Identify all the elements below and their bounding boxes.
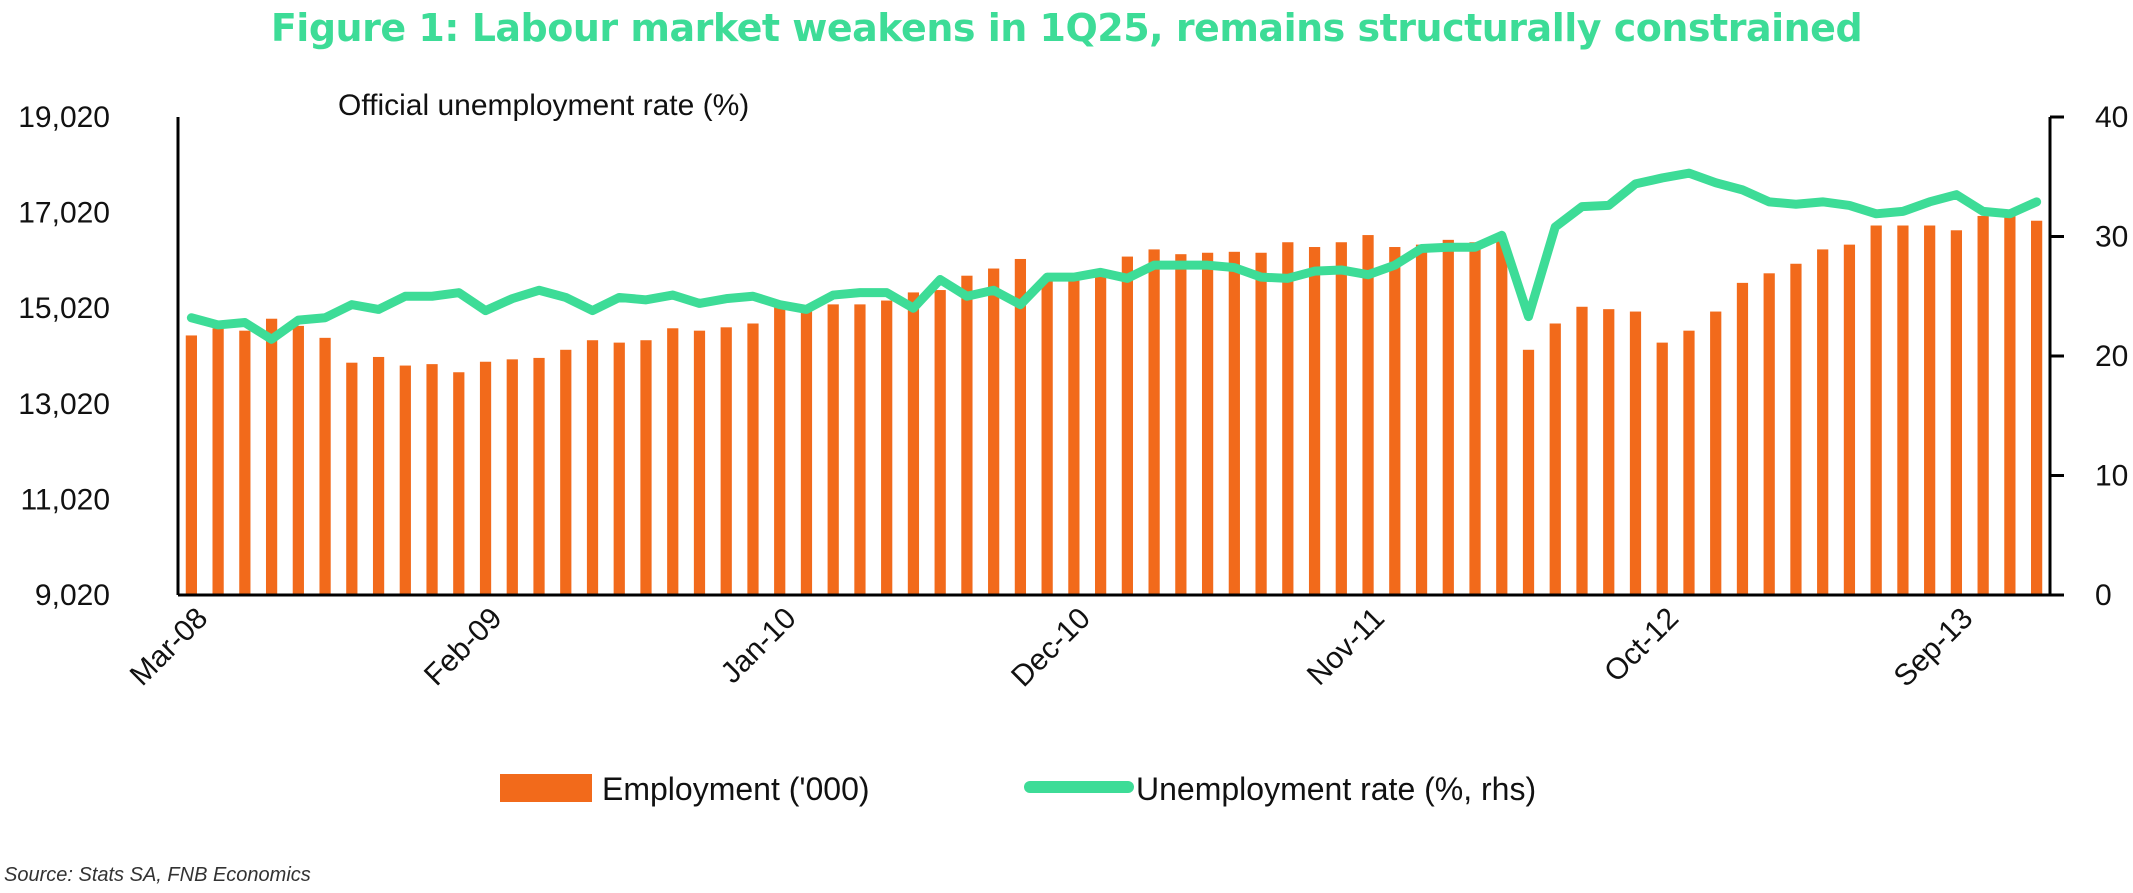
right-axis-tick-label: 30 (2095, 221, 2128, 254)
employment-bar (1736, 282, 1749, 595)
employment-bar (212, 328, 224, 595)
right-axis-tick-label: 40 (2095, 101, 2128, 134)
right-axis-tick-label: 10 (2095, 460, 2128, 493)
employment-bar (1924, 225, 1936, 595)
employment-bar (1656, 342, 1668, 595)
right-axis-tick-label: 0 (2095, 579, 2112, 612)
employment-bar (239, 330, 251, 595)
employment-bar (800, 306, 813, 595)
employment-bar (1121, 256, 1133, 595)
employment-bar (1870, 225, 1882, 595)
employment-bar (1843, 244, 1856, 595)
employment-bar (292, 325, 304, 595)
employment-bar (2004, 215, 2016, 595)
employment-bar (1683, 330, 1695, 595)
left-axis-tick-label: 19,020 (18, 101, 110, 134)
employment-bar (1496, 239, 1508, 595)
employment-bar (934, 290, 946, 595)
left-axis-tick-label: 9,020 (35, 579, 110, 612)
employment-bar (1255, 252, 1267, 595)
employment-bar (1522, 349, 1535, 595)
unemployment-line (186, 168, 2042, 344)
employment-bar (1362, 235, 1374, 595)
employment-bar (1095, 273, 1107, 595)
employment-bar (533, 357, 545, 595)
employment-bar (1950, 230, 1963, 596)
employment-bar (854, 304, 866, 595)
employment-bar (1415, 244, 1428, 595)
employment-bar (1068, 278, 1080, 595)
x-axis-tick-label: Mar-08 (124, 602, 215, 693)
employment-bar (185, 335, 197, 595)
employment-bar (1442, 239, 1454, 595)
employment-bar (1014, 258, 1027, 595)
employment-bar (961, 275, 973, 595)
chart-title: Figure 1: Labour market weakens in 1Q25,… (270, 6, 1863, 50)
legend: Employment ('000) Unemployment rate (%, … (500, 771, 1536, 807)
x-axis-tick-label: Dec-10 (1005, 602, 1097, 694)
employment-bar (747, 323, 759, 595)
employment-bar (1308, 247, 1321, 595)
employment-bar (586, 340, 599, 595)
employment-bar (693, 330, 706, 595)
employment-bar (1790, 263, 1802, 595)
employment-bar (346, 362, 358, 595)
employment-bar (1897, 225, 1909, 595)
left-axis-tick-label: 17,020 (18, 197, 110, 230)
employment-bar (1175, 254, 1187, 595)
employment-bar (1148, 249, 1160, 595)
x-axis-tick-label: Feb-09 (418, 602, 509, 693)
employment-bar (1710, 311, 1722, 595)
employment-bar (1335, 242, 1347, 596)
employment-bar (1603, 309, 1615, 595)
employment-bars (185, 215, 2043, 596)
employment-bar (560, 349, 572, 595)
employment-bar (506, 359, 518, 595)
x-axis-tick-label: Oct-12 (1598, 602, 1685, 689)
employment-bar (667, 328, 679, 595)
employment-bar (613, 342, 625, 595)
x-axis-tick-label: Sep-13 (1888, 602, 1980, 694)
employment-bar (426, 364, 438, 595)
employment-bar (1041, 278, 1053, 595)
employment-bar (1389, 247, 1401, 595)
employment-bar (881, 300, 893, 595)
employment-bar (1549, 323, 1561, 595)
employment-bar (1629, 311, 1642, 595)
employment-bar (319, 337, 331, 595)
left-axis-tick-label: 13,020 (18, 388, 110, 421)
employment-bar (988, 268, 1000, 595)
employment-bar (1282, 242, 1294, 596)
employment-bar (265, 318, 278, 595)
employment-bar (2031, 220, 2043, 596)
inner-chart-title: Official unemployment rate (%) (338, 89, 749, 122)
employment-bar (1469, 242, 1481, 596)
employment-bar (1201, 252, 1214, 595)
legend-employment-label: Employment ('000) (602, 771, 870, 807)
employment-bar (1576, 306, 1588, 595)
right-axis-tick-label: 20 (2095, 340, 2128, 373)
employment-bar (907, 292, 920, 595)
legend-employment-swatch (500, 774, 592, 802)
employment-bar (1228, 251, 1240, 596)
left-axis-tick-label: 11,020 (20, 483, 110, 516)
x-axis-tick-label: Nov-11 (1301, 602, 1391, 692)
employment-bar (827, 304, 839, 595)
employment-bar (372, 356, 385, 595)
left-axis-tick-label: 15,020 (18, 292, 110, 325)
employment-bar (1763, 273, 1775, 595)
legend-unemployment-label: Unemployment rate (%, rhs) (1136, 771, 1536, 807)
employment-bar (720, 327, 732, 595)
employment-bar (1977, 215, 1989, 595)
unemployment-rate-line (186, 168, 2042, 344)
employment-bar (1817, 249, 1829, 595)
employment-bar (453, 372, 465, 595)
employment-bar (479, 361, 492, 595)
source-note: Source: Stats SA, FNB Economics (4, 864, 311, 886)
employment-bar (399, 365, 411, 595)
employment-bar (774, 306, 786, 595)
x-axis-tick-label: Jan-10 (714, 602, 802, 690)
employment-bar (640, 340, 652, 595)
